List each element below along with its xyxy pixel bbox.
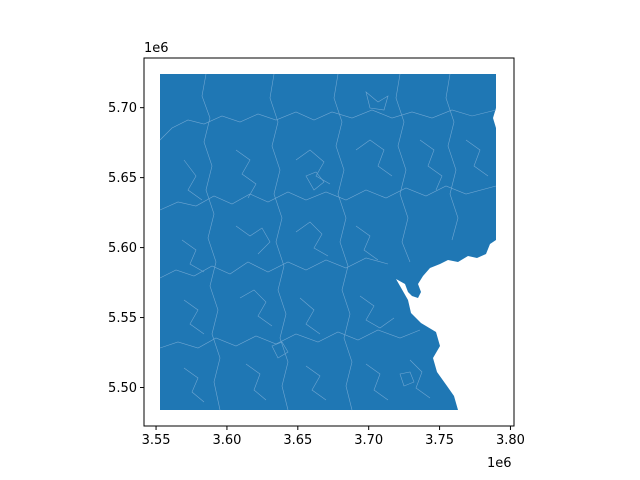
y-axis: 5.50 5.55 5.60 5.65 5.70 — [108, 101, 144, 396]
boundary-line — [295, 149, 331, 185]
boundary-line — [269, 73, 289, 411]
boundary-line — [159, 257, 389, 279]
boundary-line — [239, 289, 273, 327]
boundary-line — [465, 139, 489, 177]
y-tick-label: 5.60 — [108, 241, 137, 256]
boundary-line — [359, 295, 395, 329]
boundary-line — [245, 363, 267, 401]
y-offset-label: 1e6 — [144, 41, 169, 56]
boundary-line — [409, 359, 431, 399]
boundary-line — [159, 329, 421, 349]
boundary-line — [201, 73, 221, 411]
x-offset-label: 1e6 — [487, 456, 512, 471]
boundary-line — [299, 297, 321, 335]
boundary-line — [355, 225, 379, 261]
district-boundaries — [159, 73, 497, 411]
boundary-line — [183, 367, 205, 403]
y-tick-label: 5.70 — [108, 101, 137, 116]
boundary-line — [271, 341, 289, 359]
x-tick-label: 3.75 — [425, 433, 454, 448]
y-tick-label: 5.55 — [108, 311, 137, 326]
boundary-line — [183, 299, 205, 335]
boundary-line — [399, 371, 415, 387]
boundary-line — [445, 73, 459, 241]
boundary-line — [365, 91, 389, 111]
boundary-line — [159, 109, 497, 141]
x-tick-label: 3.55 — [142, 433, 171, 448]
x-tick-label: 3.65 — [283, 433, 312, 448]
boundary-line — [365, 363, 389, 401]
boundary-line — [419, 139, 443, 191]
y-tick-label: 5.65 — [108, 171, 137, 186]
boundary-line — [181, 239, 205, 273]
x-tick-label: 3.80 — [496, 433, 525, 448]
boundary-line — [305, 171, 325, 191]
boundary-line — [183, 159, 203, 201]
boundary-line — [235, 225, 271, 255]
boundary-line — [235, 149, 257, 199]
region-polygon — [160, 74, 496, 410]
boundary-line — [355, 139, 393, 177]
boundary-line — [295, 221, 329, 257]
x-axis: 3.55 3.60 3.65 3.70 3.75 3.80 — [142, 426, 525, 448]
x-tick-label: 3.70 — [354, 433, 383, 448]
boundary-line — [305, 365, 327, 401]
x-tick-label: 3.60 — [212, 433, 241, 448]
boundary-line — [159, 185, 497, 211]
y-tick-label: 5.50 — [108, 381, 137, 396]
boundary-line — [333, 73, 353, 411]
boundary-line — [395, 73, 411, 263]
